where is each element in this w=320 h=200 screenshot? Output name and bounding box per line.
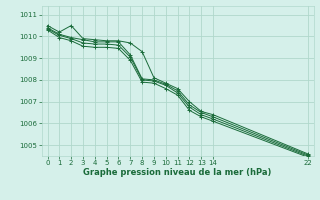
X-axis label: Graphe pression niveau de la mer (hPa): Graphe pression niveau de la mer (hPa) — [84, 168, 272, 177]
